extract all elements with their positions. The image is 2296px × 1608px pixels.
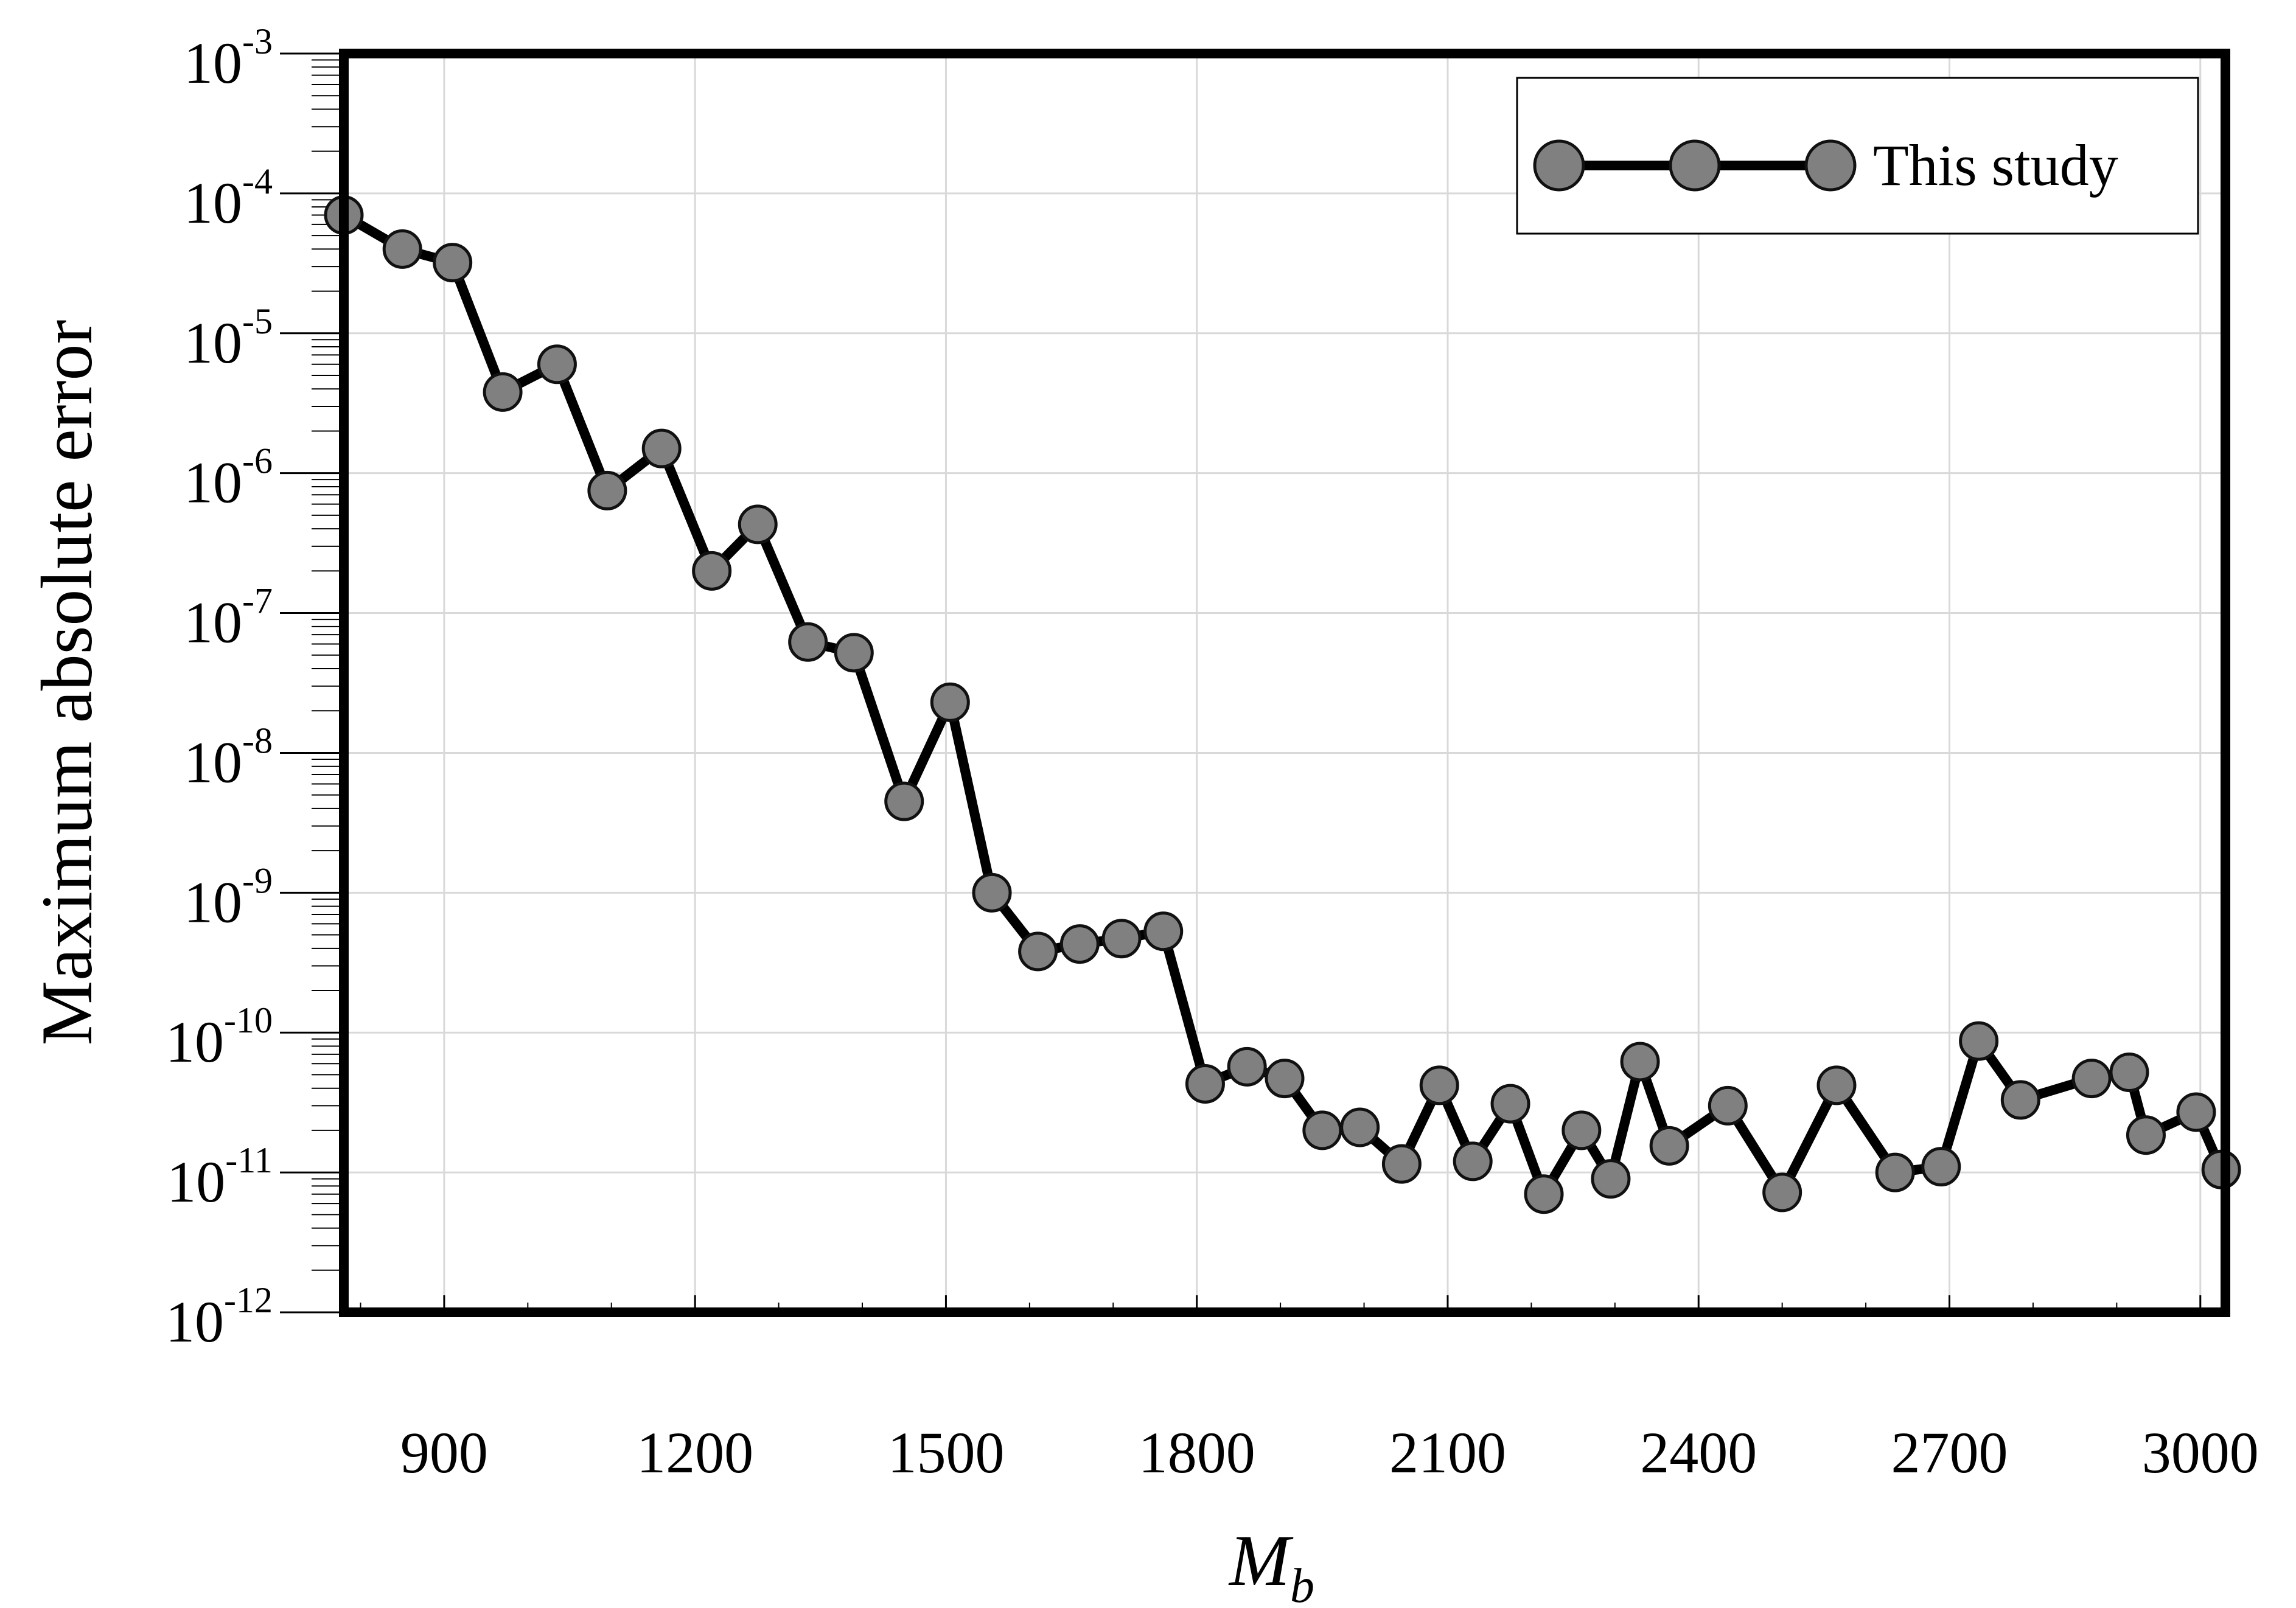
x-tick-label: 1200	[637, 1420, 753, 1485]
data-point	[1921, 1147, 1961, 1187]
x-axis-label-subscript: b	[1290, 1559, 1314, 1608]
data-point	[972, 872, 1012, 913]
legend-marker	[1804, 139, 1857, 192]
data-point	[641, 428, 682, 468]
data-point	[1561, 1110, 1602, 1150]
y-tick-label: 10-8	[184, 720, 273, 795]
data-point	[692, 551, 732, 591]
data-point	[2126, 1115, 2166, 1155]
data-point	[483, 372, 523, 412]
data-point	[1816, 1065, 1857, 1105]
legend: This study	[1516, 77, 2199, 235]
data-point	[1708, 1085, 1748, 1126]
legend-marker	[1669, 139, 1721, 192]
data-point	[1875, 1152, 1915, 1192]
data-point	[1059, 924, 1100, 964]
data-point	[1591, 1159, 1631, 1199]
series-line	[341, 211, 2226, 1199]
data-point	[884, 781, 924, 821]
data-point	[1381, 1144, 1422, 1184]
x-tick-label: 1500	[887, 1420, 1004, 1485]
plot-frame	[339, 49, 2230, 1317]
data-point	[2109, 1053, 2149, 1093]
data-point	[1018, 931, 1058, 972]
y-tick-label: 10-5	[184, 301, 273, 375]
data-point	[382, 229, 422, 269]
x-tick-label: 2700	[1891, 1420, 2008, 1485]
y-tick-label: 10-9	[184, 860, 273, 935]
x-tick-label: 3000	[2142, 1420, 2259, 1485]
x-tick-label: 1800	[1139, 1420, 1255, 1485]
x-axis-label: Mb	[1228, 1520, 1314, 1608]
data-point	[1340, 1107, 1380, 1147]
legend-label: This study	[1873, 133, 2118, 198]
data-point	[1524, 1174, 1564, 1214]
data-point	[2071, 1059, 2112, 1099]
x-tick-label: 900	[400, 1420, 488, 1485]
grid	[344, 52, 2225, 1314]
data-point	[1453, 1141, 1493, 1182]
legend-box	[1516, 77, 2199, 235]
data-point	[537, 344, 577, 385]
y-tick-label: 10-10	[166, 1000, 273, 1074]
legend-marker	[1533, 139, 1585, 192]
data-point	[433, 243, 473, 283]
data-point	[2176, 1092, 2216, 1132]
data-point	[1302, 1110, 1342, 1150]
data-point	[1490, 1084, 1530, 1124]
data-point	[1762, 1172, 1802, 1213]
data-point	[1959, 1021, 1999, 1061]
data-point	[1419, 1065, 1459, 1105]
y-tick-label: 10-12	[166, 1280, 273, 1354]
y-axis-label: Maximum absolute error	[26, 319, 107, 1045]
data-point	[587, 470, 627, 510]
data-point	[1101, 919, 1142, 959]
data-point	[738, 504, 778, 545]
y-tick-label: 10-7	[184, 581, 273, 655]
y-tick-labels: 10-12 10-11 10-10 10-9 10-8 10-7 10-6 10-5 10-4 1…	[166, 21, 273, 1354]
y-tick-label: 10-6	[184, 441, 273, 515]
data-point	[2000, 1080, 2040, 1120]
x-tick-labels: 900 1200 1500 1800 2100 2400 2700 3000	[400, 1420, 2259, 1485]
data-point	[1143, 911, 1184, 952]
y-tick-label: 10-4	[184, 161, 273, 235]
data-point	[1620, 1042, 1660, 1082]
y-tick-label: 10-11	[167, 1140, 273, 1214]
data-point	[930, 682, 970, 722]
data-point	[1185, 1063, 1225, 1104]
y-tick-label: 10-3	[184, 21, 273, 96]
axis-ticks	[280, 52, 2202, 1314]
data-point	[1227, 1046, 1267, 1087]
data-point	[788, 622, 828, 662]
x-tick-label: 2400	[1640, 1420, 1757, 1485]
series-this-study	[324, 195, 2241, 1214]
x-tick-label: 2100	[1389, 1420, 1506, 1485]
data-point	[1265, 1059, 1305, 1099]
data-point	[1649, 1126, 1689, 1166]
data-point	[834, 633, 874, 673]
x-axis-label-main: M	[1228, 1520, 1294, 1601]
